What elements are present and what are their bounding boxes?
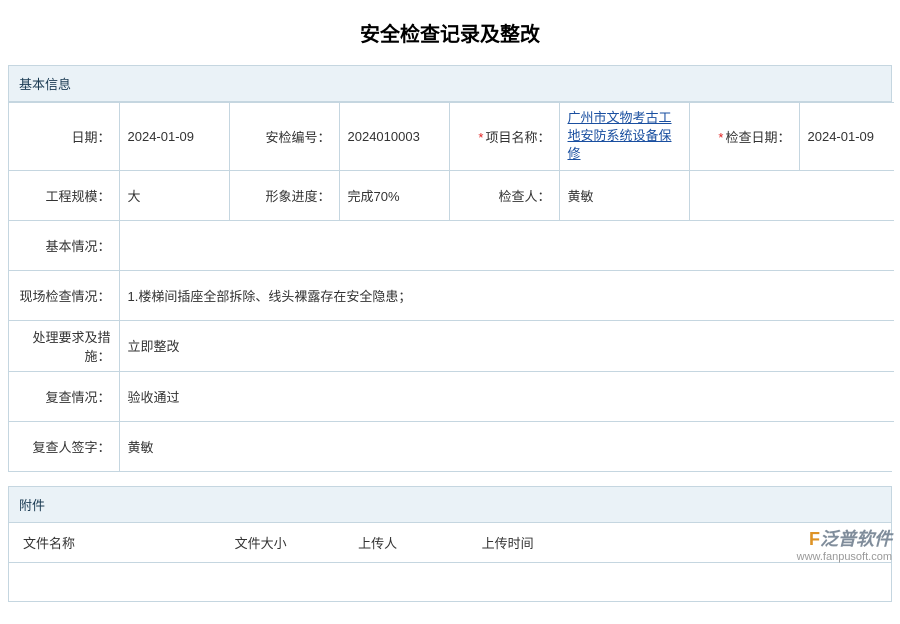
scale-label: 工程规模： xyxy=(9,170,119,220)
empty-cell xyxy=(689,170,894,220)
project-name-link[interactable]: 广州市文物考古工地安防系统设备保修 xyxy=(568,109,681,164)
basic-situation-value xyxy=(119,220,894,270)
check-date-label: *检查日期： xyxy=(689,103,799,171)
table-row xyxy=(9,563,891,601)
attachments-header: 附件 xyxy=(9,487,891,523)
col-file-name: 文件名称 xyxy=(9,523,221,563)
check-no-label: 安检编号： xyxy=(229,103,339,171)
rechecker-label: 复查人签字： xyxy=(9,421,119,471)
onsite-value: 1.楼梯间插座全部拆除、线头裸露存在安全隐患； xyxy=(119,270,894,320)
progress-label: 形象进度： xyxy=(229,170,339,220)
progress-value: 完成70% xyxy=(339,170,449,220)
col-empty xyxy=(644,523,706,563)
rechecker-value: 黄敏 xyxy=(119,421,894,471)
action-label: 处理要求及措施： xyxy=(9,320,119,371)
project-name-cell: 广州市文物考古工地安防系统设备保修 xyxy=(559,103,689,171)
basic-situation-label: 基本情况： xyxy=(9,220,119,270)
project-name-label: *项目名称： xyxy=(449,103,559,171)
date-value: 2024-01-09 xyxy=(119,103,229,171)
recheck-value: 验收通过 xyxy=(119,371,894,421)
recheck-label: 复查情况： xyxy=(9,371,119,421)
inspector-value: 黄敏 xyxy=(559,170,689,220)
check-date-value: 2024-01-09 xyxy=(799,103,894,171)
page-title: 安全检查记录及整改 xyxy=(8,18,892,47)
project-name-label-text: 项目名称： xyxy=(485,130,550,145)
attachments-panel: 附件 文件名称 文件大小 上传人 上传时间 xyxy=(8,486,892,602)
check-date-label-text: 检查日期： xyxy=(725,130,790,145)
col-file-size: 文件大小 xyxy=(221,523,344,563)
inspector-label: 检查人： xyxy=(449,170,559,220)
basic-info-header: 基本信息 xyxy=(9,66,891,102)
check-no-value: 2024010003 xyxy=(339,103,449,171)
scale-value: 大 xyxy=(119,170,229,220)
col-empty xyxy=(706,523,768,563)
onsite-label: 现场检查情况： xyxy=(9,270,119,320)
attachments-table: 文件名称 文件大小 上传人 上传时间 xyxy=(9,523,891,601)
basic-info-panel: 基本信息 日期： 2024-01-09 安检编号： 2024010003 *项目… xyxy=(8,65,892,472)
col-empty xyxy=(768,523,830,563)
col-upload-time: 上传时间 xyxy=(468,523,644,563)
date-label: 日期： xyxy=(9,103,119,171)
col-uploader: 上传人 xyxy=(344,523,467,563)
action-value: 立即整改 xyxy=(119,320,894,371)
col-empty xyxy=(829,523,891,563)
basic-info-table: 日期： 2024-01-09 安检编号： 2024010003 *项目名称： 广… xyxy=(9,102,894,471)
